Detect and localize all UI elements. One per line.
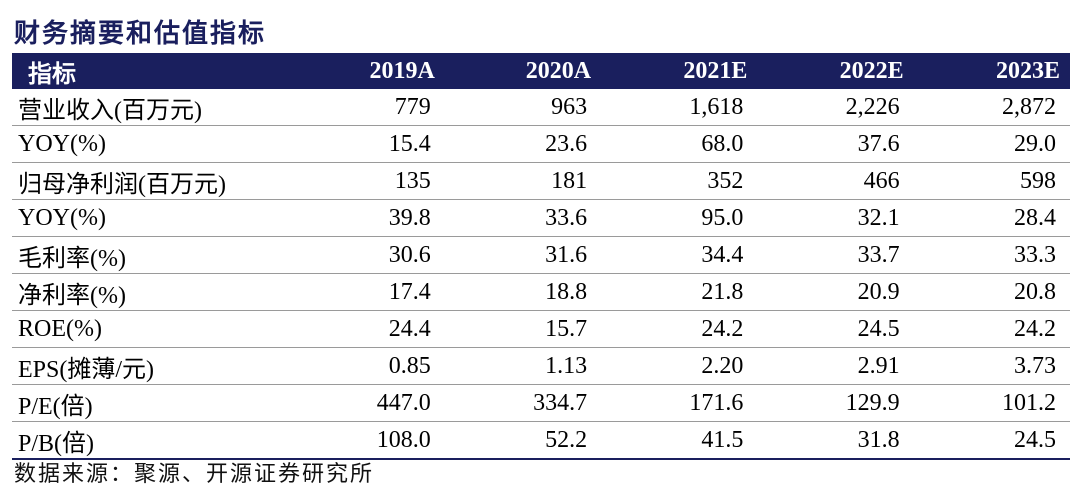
table-row: 营业收入(百万元) 779 963 1,618 2,226 2,872 — [12, 89, 1070, 126]
row-label-cell: 净利率(%) — [12, 273, 289, 311]
value-cell: 32.1 — [757, 199, 914, 237]
header-cell-2020a: 2020A — [444, 53, 602, 89]
value-cell: 24.2 — [913, 310, 1070, 348]
table-row: 毛利率(%) 30.6 31.6 34.4 33.7 33.3 — [12, 236, 1070, 274]
row-label-cell: 营业收入(百万元) — [12, 89, 289, 126]
row-label-cell: P/E(倍) — [12, 384, 289, 422]
value-cell: 39.8 — [288, 199, 445, 237]
value-cell: 18.8 — [444, 273, 602, 311]
value-cell: 108.0 — [288, 421, 445, 460]
header-cell-indicator: 指标 — [12, 53, 289, 89]
header-cell-2019a: 2019A — [288, 53, 445, 89]
value-cell: 33.3 — [913, 236, 1070, 274]
value-cell: 15.4 — [288, 125, 445, 163]
value-cell: 334.7 — [444, 384, 602, 422]
table-row: ROE(%) 24.4 15.7 24.2 24.5 24.2 — [12, 310, 1070, 348]
value-cell: 37.6 — [757, 125, 914, 163]
header-cell-2021e: 2021E — [601, 53, 758, 89]
data-source-note: 数据来源：聚源、开源证券研究所 — [14, 461, 375, 486]
value-cell: 181 — [444, 162, 602, 200]
row-label-cell: 毛利率(%) — [12, 236, 289, 274]
row-label-cell: P/B(倍) — [12, 421, 289, 460]
value-cell: 20.8 — [913, 273, 1070, 311]
row-label-cell: YOY(%) — [12, 199, 289, 237]
value-cell: 447.0 — [288, 384, 445, 422]
value-cell: 95.0 — [601, 199, 758, 237]
value-cell: 31.6 — [444, 236, 602, 274]
table-header-row: 指标 2019A 2020A 2021E 2022E 2023E — [12, 53, 1070, 89]
value-cell: 2.91 — [757, 347, 914, 385]
value-cell: 31.8 — [757, 421, 914, 460]
value-cell: 33.6 — [444, 199, 602, 237]
value-cell: 29.0 — [913, 125, 1070, 163]
value-cell: 68.0 — [601, 125, 758, 163]
value-cell: 0.85 — [288, 347, 445, 385]
header-cell-2023e: 2023E — [913, 53, 1070, 89]
table-row: YOY(%) 15.4 23.6 68.0 37.6 29.0 — [12, 125, 1070, 163]
value-cell: 33.7 — [757, 236, 914, 274]
value-cell: 171.6 — [601, 384, 758, 422]
page-title: 财务摘要和估值指标 — [14, 19, 267, 48]
value-cell: 23.6 — [444, 125, 602, 163]
value-cell: 101.2 — [913, 384, 1070, 422]
value-cell: 24.5 — [757, 310, 914, 348]
table-row: 净利率(%) 17.4 18.8 21.8 20.9 20.8 — [12, 273, 1070, 311]
table-row: P/E(倍) 447.0 334.7 171.6 129.9 101.2 — [12, 384, 1070, 422]
value-cell: 52.2 — [444, 421, 602, 460]
value-cell: 1.13 — [444, 347, 602, 385]
value-cell: 352 — [601, 162, 758, 200]
value-cell: 3.73 — [913, 347, 1070, 385]
value-cell: 20.9 — [757, 273, 914, 311]
table-row: YOY(%) 39.8 33.6 95.0 32.1 28.4 — [12, 199, 1070, 237]
value-cell: 41.5 — [601, 421, 758, 460]
value-cell: 2,872 — [913, 89, 1070, 126]
row-label-cell: YOY(%) — [12, 125, 289, 163]
row-label-cell: ROE(%) — [12, 310, 289, 348]
value-cell: 2,226 — [757, 89, 914, 126]
value-cell: 129.9 — [757, 384, 914, 422]
table-row: 归母净利润(百万元) 135 181 352 466 598 — [12, 162, 1070, 200]
value-cell: 963 — [444, 89, 602, 126]
value-cell: 15.7 — [444, 310, 602, 348]
header-cell-2022e: 2022E — [757, 53, 914, 89]
value-cell: 2.20 — [601, 347, 758, 385]
financial-summary-table: 指标 2019A 2020A 2021E 2022E 2023E 营业收入(百万… — [12, 53, 1070, 460]
value-cell: 17.4 — [288, 273, 445, 311]
value-cell: 1,618 — [601, 89, 758, 126]
value-cell: 30.6 — [288, 236, 445, 274]
value-cell: 24.2 — [601, 310, 758, 348]
value-cell: 598 — [913, 162, 1070, 200]
value-cell: 34.4 — [601, 236, 758, 274]
table-row: EPS(摊薄/元) 0.85 1.13 2.20 2.91 3.73 — [12, 347, 1070, 385]
value-cell: 21.8 — [601, 273, 758, 311]
value-cell: 24.4 — [288, 310, 445, 348]
value-cell: 135 — [288, 162, 445, 200]
row-label-cell: EPS(摊薄/元) — [12, 347, 289, 385]
value-cell: 24.5 — [913, 421, 1070, 460]
value-cell: 28.4 — [913, 199, 1070, 237]
value-cell: 779 — [288, 89, 445, 126]
row-label-cell: 归母净利润(百万元) — [12, 162, 289, 200]
value-cell: 466 — [757, 162, 914, 200]
table-row: P/B(倍) 108.0 52.2 41.5 31.8 24.5 — [12, 421, 1070, 460]
table-body: 营业收入(百万元) 779 963 1,618 2,226 2,872 YOY(%) 15.4… — [12, 89, 1070, 460]
